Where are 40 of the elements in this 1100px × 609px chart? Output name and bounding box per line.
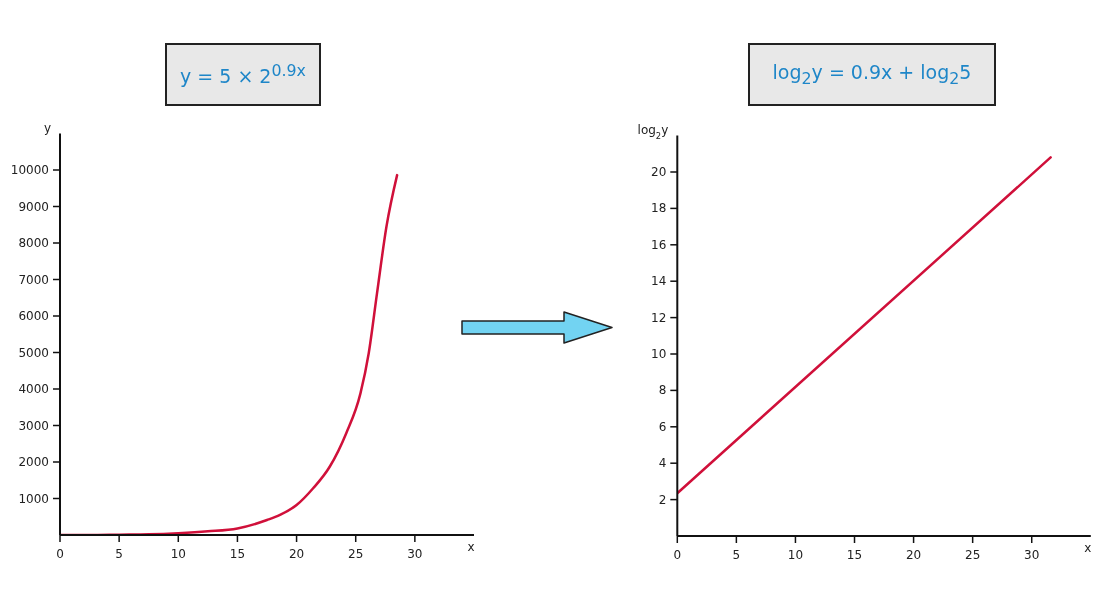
chart-title: log$_{2}$y = 0.9x + log$_{2}$5 (772, 61, 972, 88)
x-tick-label: 25 (348, 547, 364, 561)
y-tick-label: 18 (651, 201, 667, 216)
y-tick-label: 2000 (18, 455, 49, 469)
x-tick-label: 5 (115, 547, 123, 561)
y-tick-label: 16 (651, 237, 667, 252)
y-tick-label: 4 (658, 456, 667, 471)
x-tick-label: 0 (56, 547, 64, 561)
y-tick-label: 9000 (18, 199, 49, 214)
x-tick-label: 0 (673, 548, 682, 562)
y-tick-label: 7000 (18, 272, 49, 287)
x-tick-label: 30 (1024, 548, 1040, 562)
y-tick-label: 14 (651, 274, 667, 289)
x-tick-label: 10 (787, 548, 804, 562)
x-axis-title: x (467, 540, 475, 554)
y-tick-label: 20 (651, 165, 667, 179)
x-tick-label: 30 (407, 547, 423, 561)
y-tick-label: 10000 (10, 163, 49, 177)
x-tick-label: 20 (905, 548, 922, 562)
y-tick-label: 4000 (18, 382, 49, 396)
x-tick-label: 10 (170, 547, 186, 561)
x-tick-label: 20 (288, 547, 305, 561)
x-tick-label: 25 (965, 548, 981, 562)
y-tick-label: 8000 (18, 236, 49, 250)
y-tick-label: 8 (658, 383, 667, 398)
y-tick-label: 6 (658, 419, 667, 434)
y-tick-label: 10 (651, 347, 667, 361)
y-tick-label: 2 (658, 492, 667, 507)
x-axis-title: x (1084, 541, 1092, 555)
y-axis-title: y (43, 120, 51, 135)
y-axis-title: log$_{2}$y (637, 122, 669, 141)
x-tick-label: 5 (732, 548, 741, 562)
y-tick-label: 6000 (18, 309, 49, 323)
chart-title: y = 5 × 2$^{0.9x}$ (180, 61, 306, 88)
y-tick-label: 1000 (18, 491, 49, 506)
x-tick-label: 15 (846, 548, 863, 562)
y-tick-label: 12 (651, 310, 667, 325)
y-tick-label: 3000 (18, 418, 49, 433)
y-tick-label: 5000 (18, 345, 49, 360)
x-tick-label: 15 (229, 547, 246, 561)
